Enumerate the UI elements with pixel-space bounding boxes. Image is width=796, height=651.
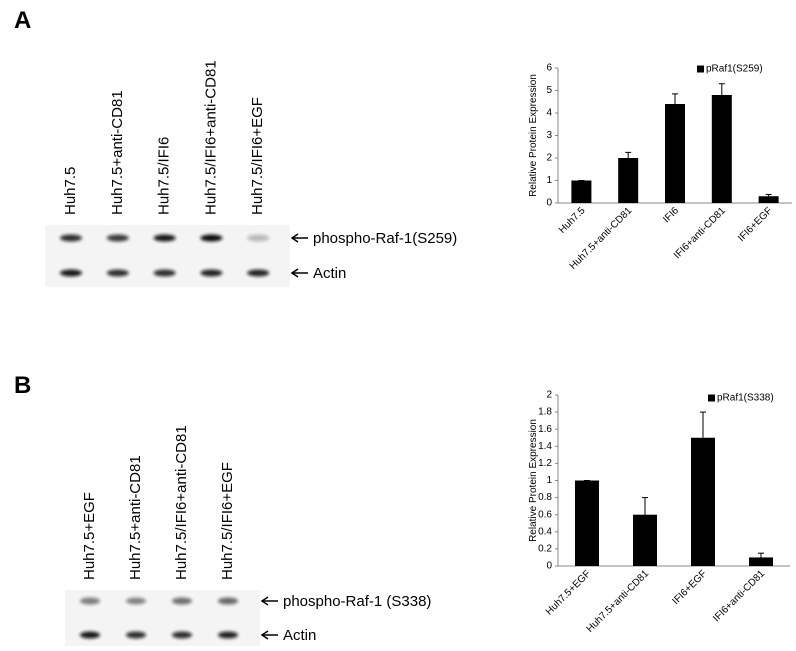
y-axis-label: Relative Protein Expression (528, 419, 539, 542)
y-tick-label: 4 (546, 108, 552, 119)
legend-swatch (697, 65, 704, 73)
legend-label: pRaf1(S259) (706, 64, 763, 75)
bar (575, 480, 599, 566)
y-tick-label: 0.4 (538, 526, 552, 537)
lane-label: Huh7.5+anti-CD81 (109, 90, 126, 215)
y-tick-label: 0.8 (538, 492, 552, 503)
blot-label: phospho-Raf-1(S259) (313, 230, 457, 247)
bar (571, 180, 592, 203)
bar (665, 104, 685, 203)
lane-label: Huh7.5+EGF (81, 492, 98, 580)
x-tick-label: Huh7.5+anti-CD81 (585, 568, 652, 635)
y-tick-label: 1 (546, 475, 552, 486)
blot-label: Actin (283, 627, 316, 644)
blot-band (247, 269, 270, 277)
y-tick-label: 2 (546, 390, 552, 401)
blot-band (126, 631, 146, 639)
arrow-head (290, 268, 299, 278)
legend-swatch (708, 394, 715, 402)
blot-background (45, 225, 290, 287)
blot-band (153, 269, 176, 277)
blot-band (200, 269, 223, 277)
bar (749, 557, 773, 566)
panel-label: B (14, 372, 31, 399)
legend-label: pRaf1(S338) (717, 393, 774, 404)
bar (711, 95, 732, 203)
blot-label: phospho-Raf-1 (S338) (283, 593, 431, 610)
bar (633, 514, 657, 566)
blot-band (80, 631, 100, 639)
arrow-head (290, 233, 299, 243)
arrow-head (260, 630, 269, 640)
blot-band (172, 631, 192, 639)
lane-label: Huh7.5/IFI6+anti-CD81 (202, 60, 219, 215)
y-tick-label: 1.6 (538, 424, 552, 435)
bar (758, 196, 779, 203)
blot-band (247, 234, 270, 242)
x-tick-label: Huh7.5 (557, 205, 588, 236)
blot-band (218, 631, 238, 639)
lane-label: Huh7.5/IFI6 (156, 137, 173, 215)
y-tick-label: 0 (546, 561, 552, 572)
blot-band (106, 234, 129, 242)
blot-band (218, 597, 238, 605)
y-tick-label: 1.4 (538, 441, 552, 452)
lane-label: Huh7.5 (62, 167, 79, 215)
lane-label: Huh7.5+anti-CD81 (127, 455, 144, 580)
y-tick-label: 1 (546, 175, 552, 186)
y-tick-label: 3 (546, 130, 552, 141)
bar (618, 158, 639, 203)
x-tick-label: IFI6+EGF (736, 205, 775, 244)
arrow-head (260, 596, 269, 606)
blot-band (60, 269, 82, 277)
lane-label: Huh7.5/IFI6+anti-CD81 (173, 425, 190, 580)
y-tick-label: 6 (546, 63, 552, 74)
x-tick-label: IFI6+EGF (670, 568, 709, 607)
y-tick-label: 0.2 (538, 544, 552, 555)
blot-band (153, 234, 176, 242)
y-tick-label: 1.2 (538, 458, 552, 469)
blot-label: Actin (313, 265, 346, 282)
y-axis-label: Relative Protein Expression (528, 74, 539, 197)
panel-label: A (14, 7, 31, 34)
blot-band (172, 597, 192, 605)
lane-label: Huh7.5/IFI6+EGF (249, 97, 266, 215)
y-tick-label: 0 (546, 198, 552, 209)
x-tick-label: IFI6+anti-CD81 (711, 568, 767, 624)
y-tick-label: 1.8 (538, 407, 552, 418)
blot-band (126, 597, 146, 605)
blot-band (60, 234, 82, 242)
x-tick-label: Huh7.5+EGF (544, 568, 593, 617)
y-tick-label: 0.6 (538, 509, 552, 520)
y-tick-label: 5 (546, 85, 552, 96)
blot-band (80, 597, 100, 605)
lane-label: Huh7.5/IFI6+EGF (219, 462, 236, 580)
bar (691, 437, 715, 566)
blot-band (200, 234, 223, 242)
x-tick-label: IFI6 (661, 205, 681, 225)
y-tick-label: 2 (546, 153, 552, 164)
blot-band (106, 269, 129, 277)
